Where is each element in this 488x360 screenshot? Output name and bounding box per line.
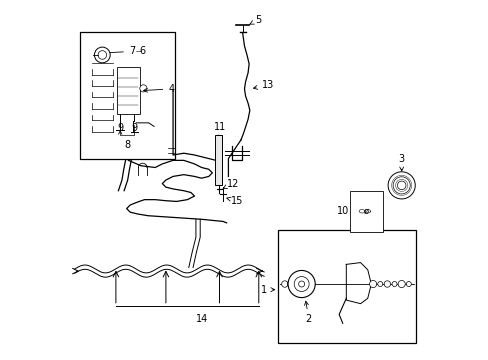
Text: 3: 3 [398,154,404,171]
Circle shape [281,281,287,287]
Circle shape [369,280,376,288]
Circle shape [298,281,304,287]
Circle shape [406,282,410,287]
Circle shape [94,47,110,63]
Circle shape [287,282,292,287]
Circle shape [377,282,382,287]
Circle shape [287,270,315,298]
Circle shape [397,181,405,190]
Text: 5: 5 [249,15,261,25]
Circle shape [392,177,409,194]
Circle shape [397,280,405,288]
Text: 11: 11 [214,122,226,132]
Circle shape [98,51,106,59]
Text: 7: 7 [103,46,135,57]
Bar [278,230,415,342]
Circle shape [391,282,396,287]
Text: 13: 13 [253,80,273,90]
Bar [80,32,175,158]
Text: 9: 9 [131,123,137,133]
Text: 2: 2 [304,301,311,324]
Text: 15: 15 [226,196,243,206]
Bar [215,135,222,185]
Text: 4: 4 [143,84,174,94]
Circle shape [384,281,390,287]
Text: 6: 6 [140,46,145,57]
Circle shape [294,276,308,292]
Bar [116,67,140,114]
Text: 1: 1 [261,285,274,294]
Bar [349,191,382,232]
Text: ø: ø [363,207,368,216]
Circle shape [140,85,147,92]
Text: 8: 8 [124,140,130,150]
Text: 10: 10 [337,206,349,216]
Text: 9: 9 [117,123,123,133]
Text: 12: 12 [223,179,239,189]
Text: 14: 14 [195,314,207,324]
Circle shape [387,172,414,199]
